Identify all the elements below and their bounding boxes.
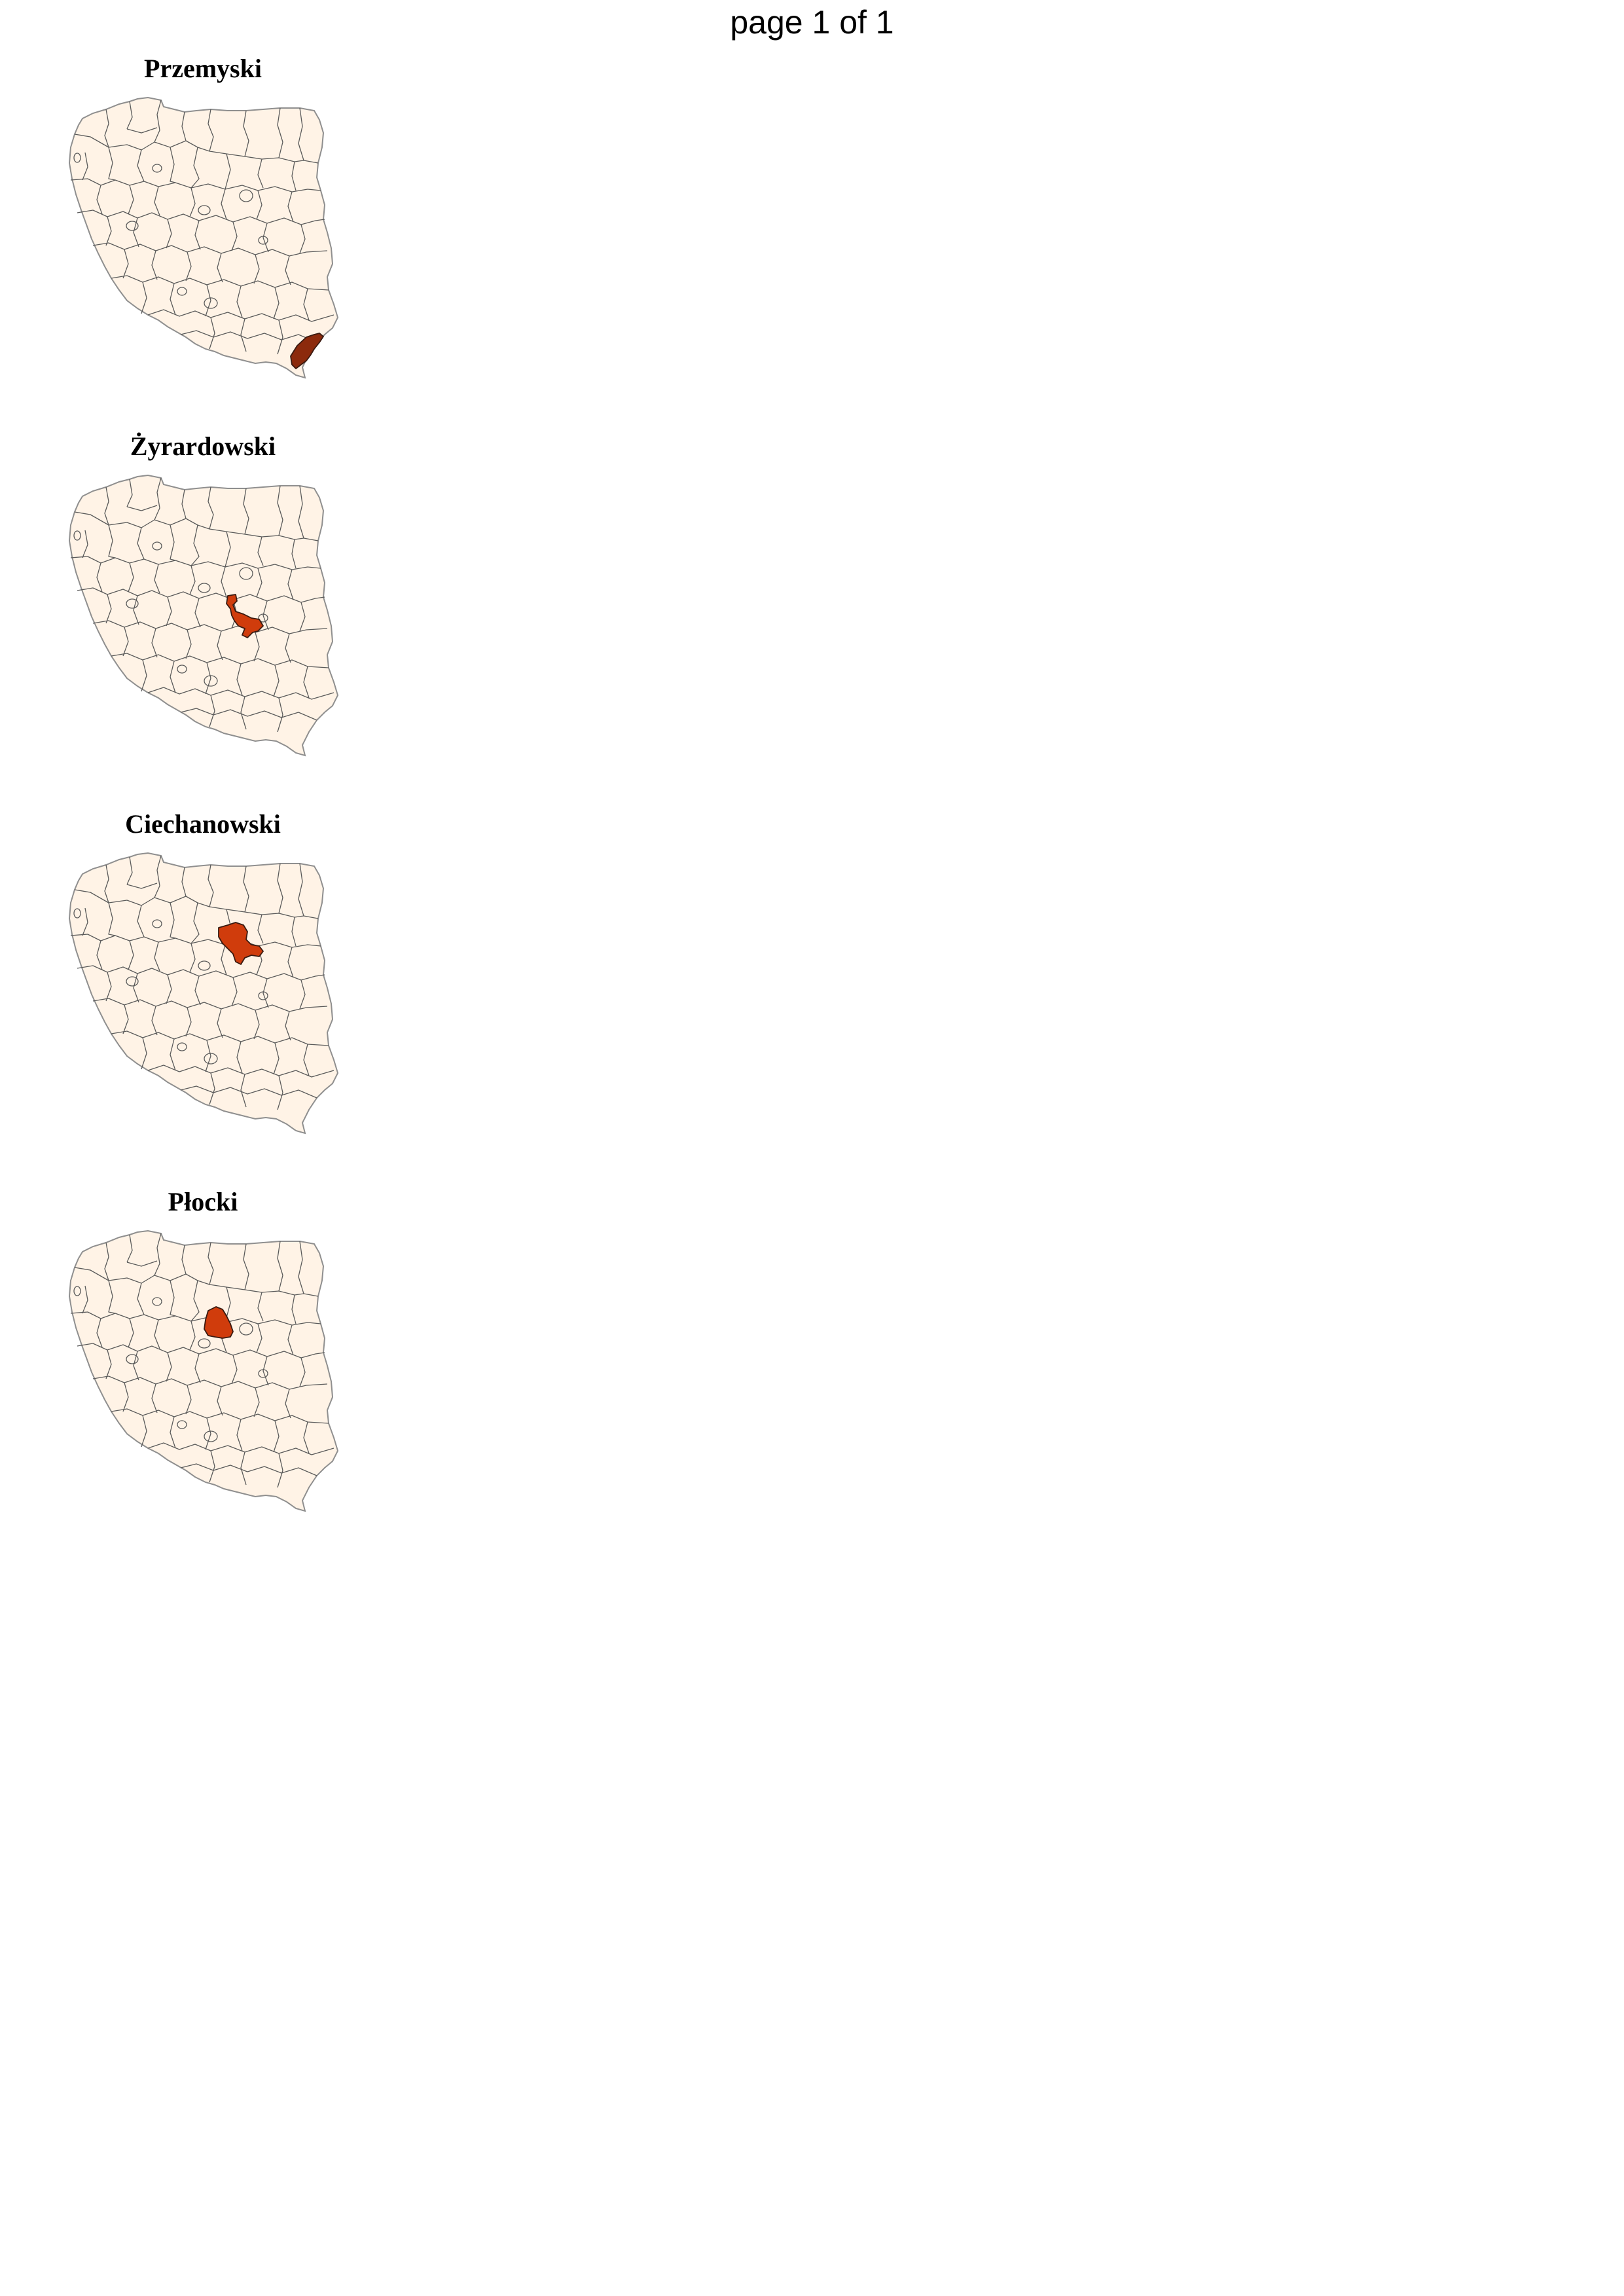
map-panel-przemyski: Przemyski — [59, 49, 347, 390]
highlighted-region-plocki — [204, 1306, 234, 1339]
poland-county-map — [69, 1230, 338, 1512]
highlighted-region-zyrardowski — [226, 594, 264, 638]
map-title: Płocki — [168, 1187, 238, 1216]
map-title: Przemyski — [144, 54, 262, 83]
poland-county-map — [69, 97, 338, 378]
poland-county-map — [69, 475, 338, 756]
map-panel-ciechanowski: Ciechanowski — [59, 805, 347, 1145]
map-panel-plocki: Płocki — [59, 1182, 347, 1523]
map-title: Żyrardowski — [130, 431, 276, 461]
page-number-label: page 1 of 1 — [730, 4, 894, 41]
map-title: Ciechanowski — [125, 809, 281, 839]
highlighted-region-przemyski — [290, 333, 324, 369]
map-panel-zyrardowski: Żyrardowski — [59, 427, 347, 767]
highlighted-region-ciechanowski — [218, 922, 264, 965]
poland-county-map — [69, 852, 338, 1134]
